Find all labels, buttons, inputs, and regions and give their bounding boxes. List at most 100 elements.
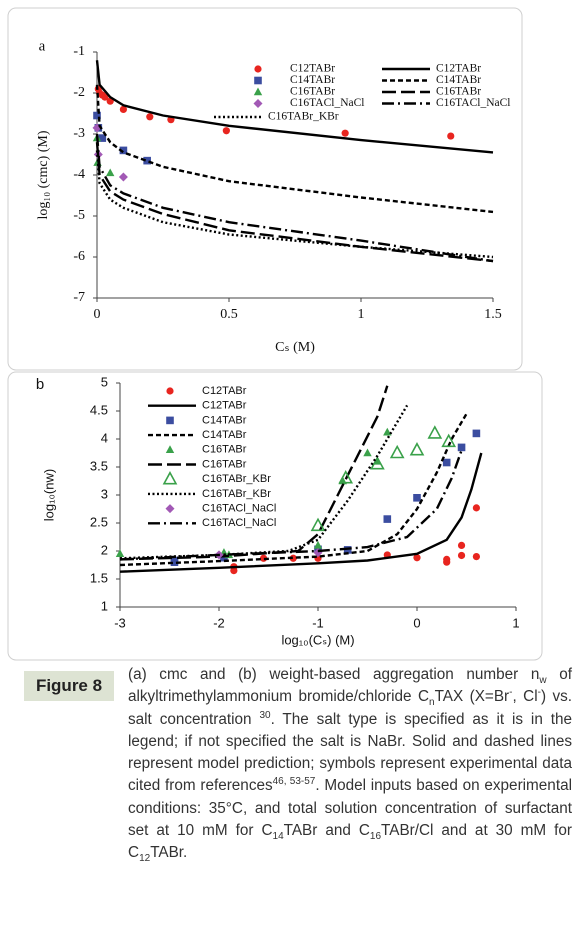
- x-tick-label: 0: [94, 307, 101, 322]
- legend-label: C16TACl_NaCl: [202, 503, 276, 515]
- legend-label: C16TABr_KBr: [202, 473, 271, 485]
- legend-label: C12TABr: [202, 400, 247, 412]
- legend-label: C14TABr: [436, 74, 481, 86]
- marker-square: [457, 443, 466, 452]
- panel-frame: [7, 7, 523, 371]
- y-tick-label: 2.5: [90, 514, 108, 529]
- legend-label: C16TACl_NaCl: [290, 97, 364, 109]
- marker-triangle-open: [370, 456, 385, 470]
- marker-square: [220, 553, 228, 562]
- marker-square: [166, 416, 174, 425]
- marker-square: [383, 515, 392, 523]
- model-line: [119, 449, 463, 561]
- caption-text: TAX (X=Br: [434, 688, 510, 706]
- legend-label: C14TABr: [202, 429, 247, 441]
- marker-circle: [457, 541, 466, 550]
- figure-label: Figure 8: [24, 671, 114, 701]
- marker-square: [93, 111, 101, 120]
- marker-circle: [413, 554, 421, 562]
- marker-circle: [443, 558, 451, 566]
- marker-triangle-open: [427, 425, 443, 439]
- marker-triangle: [363, 448, 372, 457]
- legend-label: C16TACl_NaCl: [436, 97, 510, 109]
- marker-circle: [119, 105, 127, 113]
- y-tick-label: -7: [73, 290, 85, 305]
- marker-circle: [472, 504, 480, 512]
- x-axis-label: Cₛ (M): [275, 340, 315, 355]
- legend-label: C14TABr: [290, 74, 335, 86]
- model-line: [95, 60, 494, 154]
- legend-label: C16TABr: [202, 458, 247, 470]
- marker-circle: [222, 127, 230, 135]
- marker-square: [170, 558, 179, 566]
- marker-circle: [289, 554, 297, 562]
- marker-square: [98, 134, 107, 142]
- panel-label: a: [39, 38, 46, 54]
- y-tick-label: -1: [73, 44, 85, 59]
- caption-text: . The salt type is specified as it is in…: [128, 710, 572, 795]
- caption-text: TABr.: [150, 844, 188, 862]
- x-axis-label: log₁₀(Cₛ) (M): [281, 632, 354, 647]
- marker-square: [119, 146, 128, 155]
- y-tick-label: -3: [73, 126, 85, 141]
- caption-text: (a) cmc and (b) weight-based aggregation…: [128, 666, 540, 683]
- marker-triangle: [165, 445, 175, 453]
- y-tick-label: -2: [73, 85, 85, 100]
- caption-text: -: [509, 687, 513, 699]
- caption-text: 46, 53-57: [272, 776, 316, 788]
- caption-text: 12: [139, 853, 151, 865]
- caption-text: w: [539, 675, 547, 687]
- x-tick-label: 1.5: [484, 307, 502, 322]
- y-tick-label: 5: [101, 374, 108, 389]
- caption-text: 30: [259, 709, 271, 721]
- marker-circle: [230, 567, 238, 575]
- caption-text: 14: [272, 831, 284, 843]
- caption-text: -: [537, 687, 541, 699]
- y-tick-label: 2: [101, 542, 108, 557]
- marker-square: [442, 458, 451, 467]
- panel-frame: [7, 371, 543, 661]
- marker-circle: [457, 551, 466, 560]
- marker-square: [143, 156, 151, 165]
- marker-circle: [341, 129, 349, 137]
- caption-text: n: [429, 697, 435, 709]
- chart: a -1 -2 -3 -4 -5 -6 -7 0 0.5 1 1.5 Cₛ (M) log₁₀ (cmc)…: [36, 38, 510, 355]
- legend-label: C16TACl_NaCl: [202, 517, 276, 529]
- caption-text: ) vs. salt concentration: [128, 688, 572, 728]
- marker-triangle: [115, 549, 125, 557]
- model-line: [95, 133, 494, 263]
- y-tick-label: 3: [101, 486, 108, 501]
- legend-label: C12TABr: [290, 63, 335, 75]
- y-tick-label: -6: [73, 249, 85, 264]
- chart: b 1 1.5 2 2.5 3 3.5 4 4.5 5 -3 -2 -1 0 1 log₁₀(Cₛ) (M) l…: [36, 374, 520, 647]
- y-tick-label: -5: [73, 208, 85, 223]
- y-tick-label: 1.5: [90, 570, 108, 585]
- y-axis-label: log₁₀ (cmc) (M): [36, 130, 51, 219]
- x-tick-label: -2: [213, 615, 225, 630]
- marker-square: [343, 546, 352, 554]
- marker-diamond: [253, 99, 263, 108]
- marker-triangle-open: [441, 433, 457, 448]
- y-tick-label: -4: [73, 167, 85, 182]
- y-tick-label: 4: [101, 430, 108, 445]
- marker-square: [413, 494, 421, 502]
- marker-triangle-open: [310, 517, 326, 532]
- marker-diamond: [118, 172, 128, 182]
- y-tick-label: 1: [101, 598, 108, 613]
- caption-text: , Cl: [512, 688, 538, 706]
- marker-circle: [447, 132, 455, 140]
- x-tick-label: -1: [312, 615, 324, 630]
- legend-label: C16TABr: [290, 86, 335, 98]
- marker-square: [254, 76, 262, 85]
- marker-triangle: [253, 87, 263, 96]
- marker-circle: [472, 553, 480, 561]
- y-tick-label: 4.5: [90, 402, 108, 417]
- legend-label: C14TABr: [202, 414, 247, 426]
- x-tick-label: 1: [512, 615, 519, 630]
- caption: (a) cmc and (b) weight-based aggregation…: [128, 664, 572, 865]
- marker-triangle: [106, 168, 115, 177]
- x-tick-label: -3: [114, 615, 126, 630]
- marker-triangle-open: [162, 471, 178, 485]
- legend-label: C16TABr_KBr: [268, 111, 339, 123]
